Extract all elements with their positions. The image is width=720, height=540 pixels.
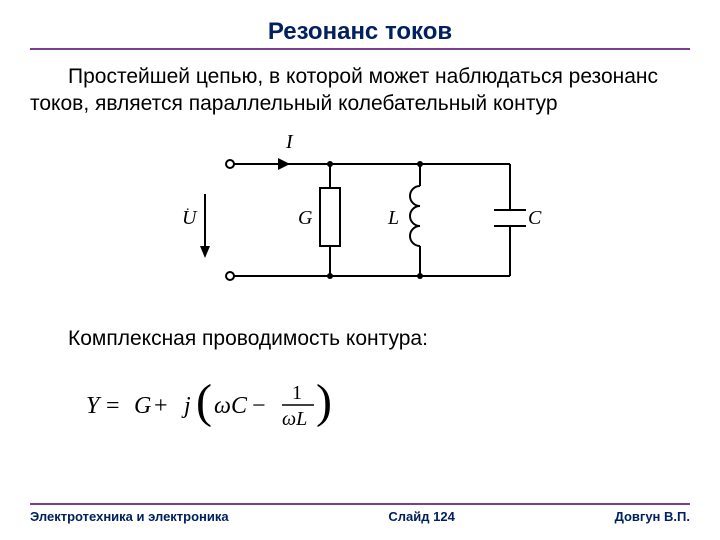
svg-text:1: 1 <box>292 382 302 404</box>
slide-title: Резонанс токов <box>30 18 690 46</box>
svg-text:.: . <box>288 127 292 142</box>
title-rule <box>30 48 690 50</box>
footer-center: Слайд 124 <box>388 509 454 524</box>
svg-text:ωC: ωC <box>214 393 248 419</box>
svg-text:G: G <box>298 207 313 229</box>
svg-text:j: j <box>181 393 191 419</box>
svg-text:+: + <box>154 393 168 419</box>
svg-text:): ) <box>316 375 332 428</box>
svg-text:ωL: ωL <box>282 408 307 430</box>
svg-text:(: ( <box>196 375 212 428</box>
paragraph-1: Простейшей цепью, в которой может наблюд… <box>30 64 690 118</box>
svg-text:Y: Y <box>86 393 102 419</box>
svg-text:L: L <box>387 207 399 229</box>
svg-text:=: = <box>106 393 120 419</box>
paragraph-2: Комплексная проводимость контура: <box>30 326 690 353</box>
svg-text:G: G <box>134 393 151 419</box>
svg-text:.: . <box>186 199 190 214</box>
equation: Y = G + j ( ωC − 1 ωL ) <box>86 375 690 441</box>
footer-left: Электротехника и электроника <box>30 509 229 524</box>
footer-rule <box>30 503 690 505</box>
circuit-diagram: I . U . G L C <box>170 126 550 306</box>
svg-text:U: U <box>182 207 198 229</box>
slide-footer: Электротехника и электроника Слайд 124 Д… <box>30 503 690 524</box>
svg-text:C: C <box>528 207 542 229</box>
svg-text:−: − <box>252 393 266 419</box>
footer-right: Довгун В.П. <box>615 509 690 524</box>
